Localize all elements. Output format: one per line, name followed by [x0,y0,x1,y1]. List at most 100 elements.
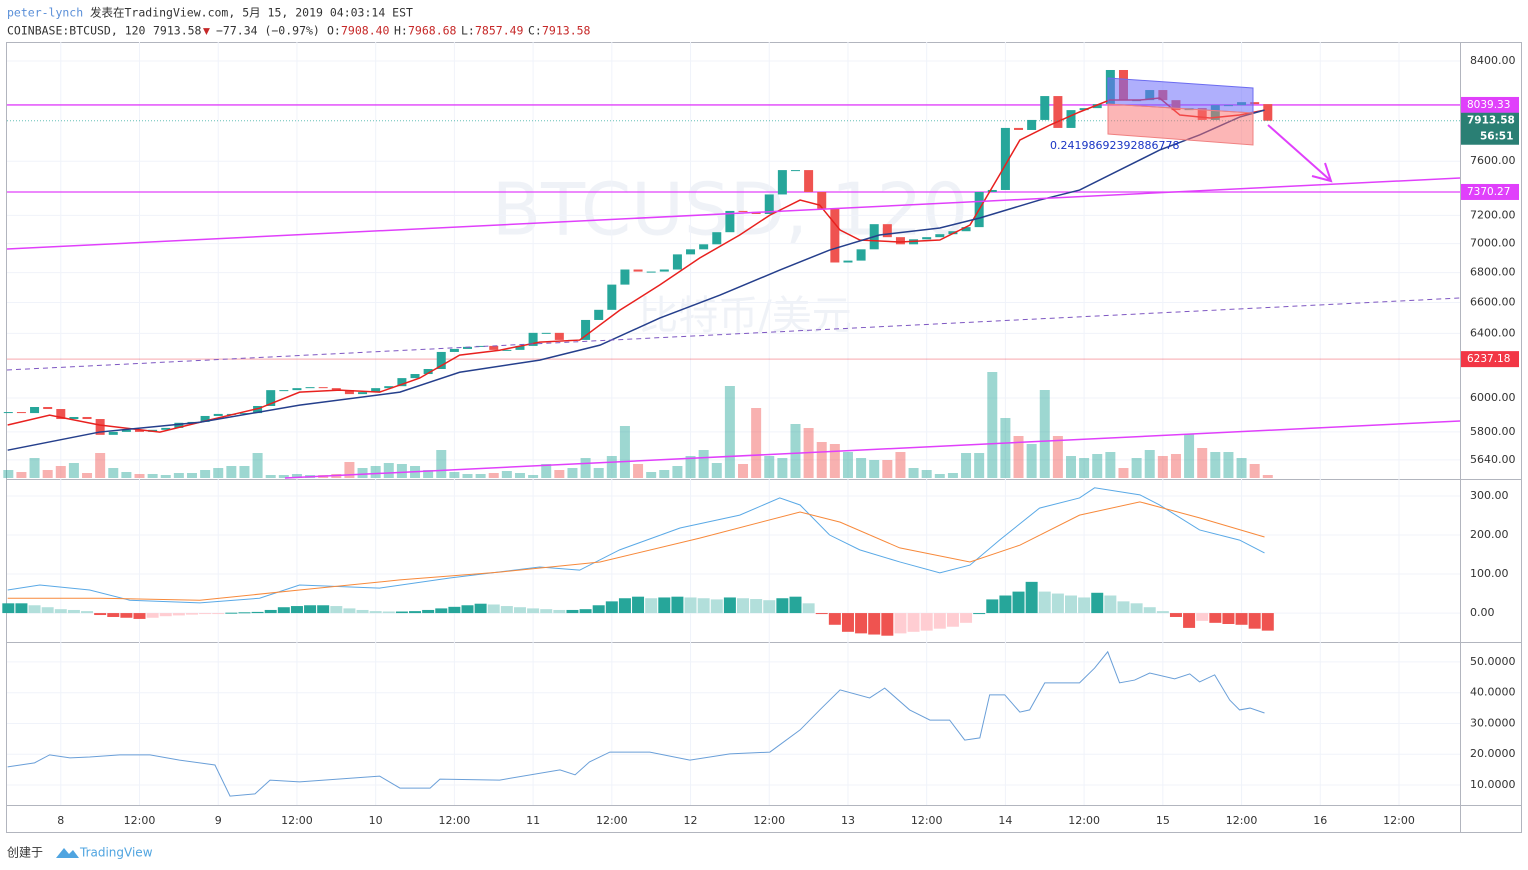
y-tick-label: 7200.00 [1470,208,1516,221]
macd-bar [1104,595,1117,614]
volume-bar [344,462,355,478]
y-tick-label: 6600.00 [1470,296,1516,309]
volume-bar [829,444,840,478]
candle [594,309,604,320]
candle [764,194,774,214]
arrow-line [1267,124,1331,181]
macd-bar [737,598,750,614]
candle [856,249,866,261]
candle [69,416,79,420]
macd-bar [855,613,868,634]
price-label: 8039.33 [1467,99,1510,111]
volume-bar [882,460,893,478]
volume-bar [619,426,630,478]
volume-bar [1223,452,1234,478]
volume-bar [1092,454,1103,478]
candle [344,390,354,395]
macd-bar [1156,611,1169,614]
x-tick-label: 12:00 [439,814,471,827]
volume-bar [961,453,972,478]
candle [292,388,302,391]
candle [777,170,787,195]
candle [843,260,853,263]
macd-bar [1025,581,1038,614]
macd-bar [290,606,303,614]
x-tick-label: 12:00 [753,814,785,827]
macd-bar [120,613,133,618]
volume-bar [1052,436,1063,478]
macd-line [7,501,1265,601]
x-tick-label: 15 [1156,814,1170,827]
y-tick-label: 5640.00 [1470,453,1516,466]
logo [56,848,79,858]
macd-bar [986,599,999,614]
candle [725,210,735,233]
macd-bar [579,609,592,614]
candle [371,388,381,393]
volume-bar [1249,464,1260,478]
macd-bar [212,613,225,615]
candle [56,409,66,420]
macd-bar [999,595,1012,614]
volume-bar [816,442,827,478]
ohlc-label: O: [327,24,341,38]
candle [1014,127,1024,130]
candle [239,413,249,415]
volume-bar [554,470,565,478]
last-price-label: 7913.58 [1467,115,1515,127]
macd-bar [802,603,815,614]
x-tick-label: 12 [684,814,698,827]
volume-bar [1066,456,1077,478]
volume-bar [423,470,434,478]
candle [987,189,997,193]
volume-bar [738,464,749,478]
volume-bar [711,463,722,478]
published: 发表在TradingView.com, 5月 15, 2019 04:03:14… [90,6,413,20]
watermark-text: BTCUSD, 120 [492,168,968,252]
candle [449,348,459,352]
macd-bar [527,608,540,614]
macd-bar [382,611,395,614]
x-tick-label: 10 [369,814,383,827]
candle [672,254,682,270]
candle [318,387,328,389]
macd-bar [881,613,894,636]
volume-bar [147,474,158,478]
macd-bar [54,609,67,614]
macd-bar [632,596,645,614]
candle [581,319,591,340]
volume-bar [593,468,604,478]
macd-bar [658,597,671,614]
macd-bar [199,613,212,615]
macd-bar [238,612,251,614]
candle [554,332,564,340]
trendline [6,177,1461,250]
candle [43,406,53,410]
volume-bar [3,470,14,478]
x-tick-label: 12:00 [1383,814,1415,827]
candle [476,345,486,347]
macd-bar [2,603,15,614]
macd-bar [41,607,54,614]
volume-bar [672,466,683,478]
macd-bar [146,613,159,618]
volume-bar [790,424,801,478]
x-tick-label: 13 [841,814,855,827]
candle [161,427,171,430]
macd-bar [185,613,198,615]
footer-created: 创建于 [7,846,43,860]
volume-bar [1157,456,1168,478]
volume-bar [291,474,302,478]
macd-bar [317,605,330,614]
macd-bar [1169,613,1182,617]
candle [817,192,827,209]
candle [331,388,341,391]
y-tick-label: 0.00 [1470,606,1495,619]
volume-bar [226,466,237,478]
volume-bar [1210,452,1221,478]
y-tick-label: 6400.00 [1470,326,1516,339]
macd-bar [1091,592,1104,614]
volume-bar [462,474,473,478]
footer-brand[interactable]: TradingView [79,846,153,860]
volume-bar [278,475,289,478]
